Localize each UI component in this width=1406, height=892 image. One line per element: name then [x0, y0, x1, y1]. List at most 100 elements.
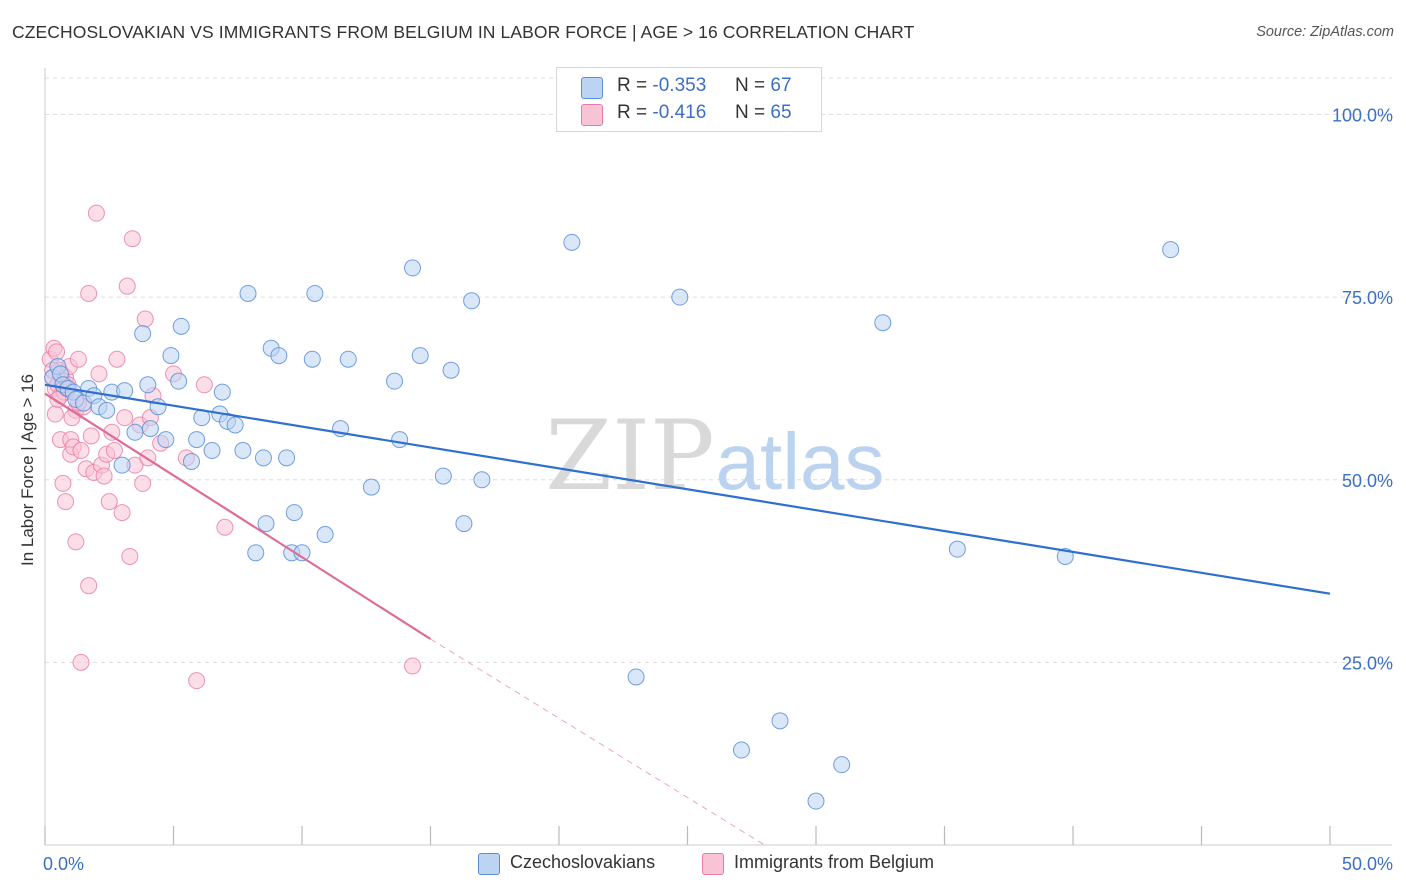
- data-point-czechoslovakian: [316, 526, 334, 544]
- data-point-czechoslovakian: [833, 756, 851, 774]
- data-point-czechoslovakian: [98, 401, 116, 419]
- data-point-czechoslovakian: [254, 449, 272, 467]
- watermark: ZIP atlas: [545, 400, 884, 512]
- legend-r-label: R =: [617, 75, 648, 96]
- data-point-czechoslovakian: [162, 347, 180, 365]
- data-point-belgium: [63, 409, 81, 427]
- data-point-belgium: [195, 376, 213, 394]
- legend-r: R = -0.416: [617, 102, 706, 124]
- data-point-czechoslovakian: [463, 292, 481, 310]
- data-point-czechoslovakian: [149, 398, 167, 416]
- data-point-belgium: [46, 405, 64, 423]
- legend-swatch-pink: [581, 104, 603, 126]
- data-point-czechoslovakian: [213, 383, 231, 401]
- data-point-belgium: [90, 365, 108, 383]
- data-point-czechoslovakian: [278, 449, 296, 467]
- x-tick-label: 50.0%: [1342, 854, 1393, 874]
- data-point-belgium: [87, 204, 105, 222]
- data-point-belgium: [134, 474, 152, 492]
- legend-r-label: R =: [617, 102, 648, 123]
- data-point-belgium: [188, 672, 206, 690]
- data-point-czechoslovakian: [473, 471, 491, 489]
- data-point-czechoslovakian: [404, 259, 422, 277]
- legend-n-label: N =: [735, 75, 766, 96]
- data-point-belgium: [67, 533, 85, 551]
- data-point-czechoslovakian: [126, 423, 144, 441]
- data-point-czechoslovakian: [141, 420, 159, 438]
- data-point-czechoslovakian: [257, 515, 275, 533]
- data-point-czechoslovakian: [1162, 241, 1180, 259]
- legend-label: Czechoslovakians: [510, 852, 656, 872]
- legend-swatch-blue: [581, 77, 603, 99]
- legend-r-value: -0.353: [652, 75, 707, 96]
- data-point-czechoslovakian: [627, 668, 645, 686]
- data-point-belgium: [121, 547, 139, 565]
- data-point-belgium: [113, 504, 131, 522]
- data-point-czechoslovakian: [188, 431, 206, 449]
- data-point-czechoslovakian: [134, 325, 152, 343]
- data-point-belgium: [72, 653, 90, 671]
- data-point-czechoslovakian: [139, 376, 157, 394]
- data-point-belgium: [118, 277, 136, 295]
- data-point-czechoslovakian: [455, 515, 473, 533]
- data-point-czechoslovakian: [226, 416, 244, 434]
- legend-swatch-blue: [478, 853, 500, 875]
- legend-n: N = 65: [735, 102, 792, 124]
- data-point-czechoslovakian: [203, 442, 221, 460]
- data-point-belgium: [69, 350, 87, 368]
- data-point-czechoslovakian: [247, 544, 265, 562]
- correlation-legend: R = -0.353 N = 67 R = -0.416 N = 65: [556, 67, 822, 132]
- data-point-czechoslovakian: [234, 442, 252, 460]
- data-point-belgium: [80, 284, 98, 302]
- data-point-czechoslovakian: [386, 372, 404, 390]
- data-point-czechoslovakian: [874, 314, 892, 332]
- data-point-belgium: [95, 467, 113, 485]
- data-point-czechoslovakian: [807, 792, 825, 810]
- legend-r: R = -0.353: [617, 75, 706, 97]
- trend-line-belgium-extension: [430, 638, 765, 846]
- data-point-belgium: [48, 343, 66, 361]
- data-point-czechoslovakian: [113, 456, 131, 474]
- data-point-czechoslovakian: [671, 288, 689, 306]
- immigrants-belgium-points: [41, 204, 422, 690]
- data-point-belgium: [108, 350, 126, 368]
- legend-swatch-pink: [702, 853, 724, 875]
- data-point-belgium: [116, 409, 134, 427]
- source-label: Source: ZipAtlas.com: [1256, 24, 1394, 40]
- data-point-czechoslovakian: [270, 347, 288, 365]
- data-point-belgium: [136, 310, 154, 328]
- data-point-czechoslovakian: [170, 372, 188, 390]
- trend-line-belgium: [44, 392, 432, 640]
- trend-line-czechoslovakians: [44, 383, 1331, 595]
- data-point-belgium: [123, 230, 141, 248]
- data-point-czechoslovakian: [157, 431, 175, 449]
- data-point-belgium: [100, 493, 118, 511]
- legend-r-value: -0.416: [652, 102, 707, 123]
- axes: [44, 68, 1392, 846]
- data-point-czechoslovakian: [411, 347, 429, 365]
- data-point-czechoslovakian: [442, 361, 460, 379]
- legend-n-label: N =: [735, 102, 766, 123]
- watermark-zip: ZIP: [545, 400, 714, 512]
- data-point-belgium: [54, 474, 72, 492]
- data-point-belgium: [57, 493, 75, 511]
- y-axis-label: In Labor Force | Age > 16: [18, 373, 37, 566]
- data-point-czechoslovakian: [434, 467, 452, 485]
- data-point-belgium: [72, 442, 90, 460]
- x-tick-label: 0.0%: [43, 854, 84, 874]
- data-point-czechoslovakian: [771, 712, 789, 730]
- data-point-belgium: [82, 427, 100, 445]
- data-point-czechoslovakian: [1056, 547, 1074, 565]
- chart-title: CZECHOSLOVAKIAN VS IMMIGRANTS FROM BELGI…: [12, 22, 915, 42]
- y-tick-label: 100.0%: [1332, 106, 1393, 126]
- data-point-belgium: [105, 442, 123, 460]
- czechoslovakian-points: [44, 233, 1180, 810]
- data-point-czechoslovakian: [732, 741, 750, 759]
- y-tick-label: 25.0%: [1342, 653, 1393, 673]
- data-point-belgium: [216, 518, 234, 536]
- data-point-czechoslovakian: [285, 504, 303, 522]
- data-point-czechoslovakian: [391, 431, 409, 449]
- gridlines: [45, 77, 1392, 663]
- legend-n-value: 67: [770, 75, 792, 96]
